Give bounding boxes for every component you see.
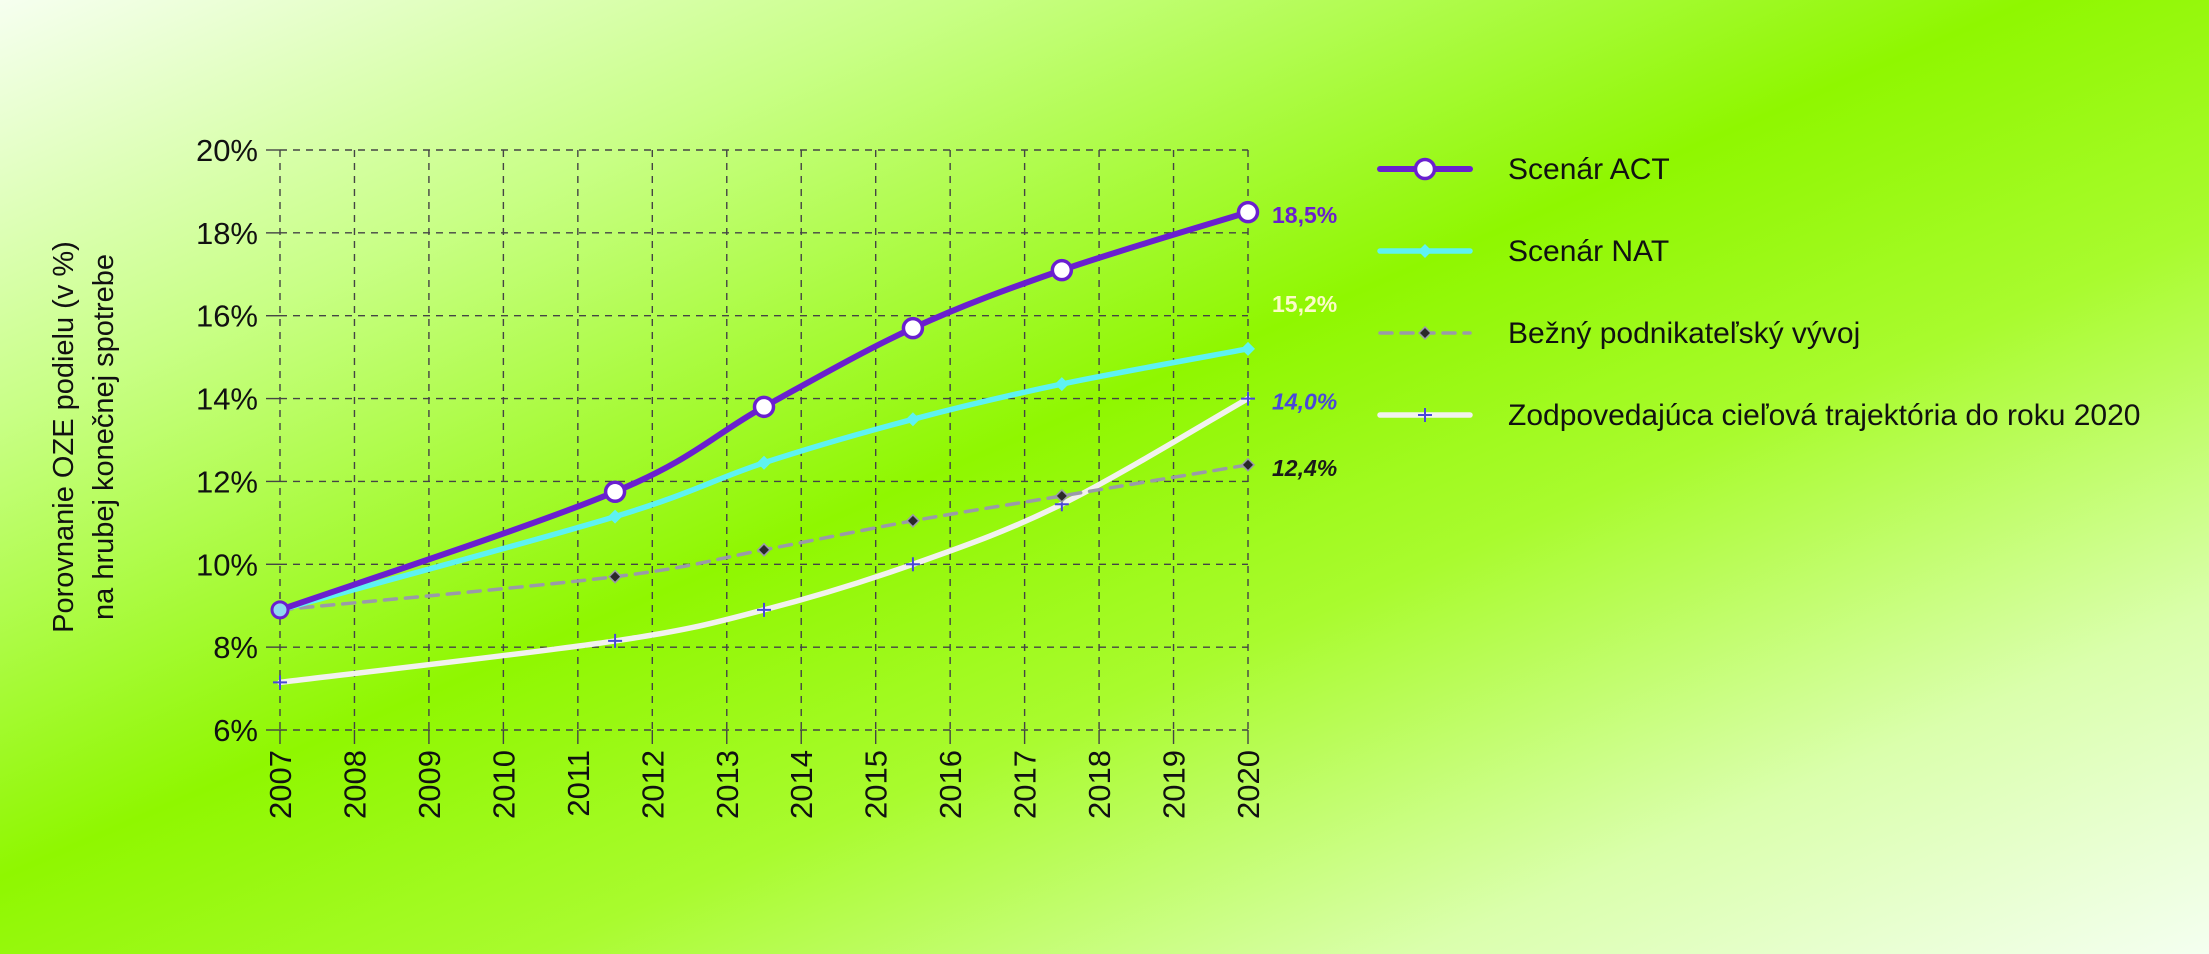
x-tick-label: 2008 (337, 750, 372, 819)
y-tick-label: 10% (196, 547, 258, 582)
x-tick-label: 2009 (412, 750, 447, 819)
series-0 (270, 200, 1260, 620)
series-point (1236, 200, 1260, 224)
axes: 6% 8% 10% 12% 14% 16% 18% 20% 2007 2008 2009 2010 20… (196, 133, 1266, 819)
y-tick-label: 20% (196, 133, 258, 168)
end-labels: 18,5% 15,2% 12,4% 14,0% (1272, 202, 1337, 481)
legend-marker (1418, 244, 1432, 258)
legend-item: Scenár ACT (1377, 153, 1670, 186)
series-point (757, 455, 771, 470)
series-point (603, 480, 627, 504)
x-tick-label: 2014 (784, 750, 819, 819)
series-point (273, 675, 287, 690)
series-line (277, 346, 1251, 613)
y-tick-label: 8% (213, 630, 258, 665)
x-tick-label: 2015 (859, 750, 894, 819)
legend-marker (1417, 325, 1433, 341)
x-tick-label: 2020 (1231, 750, 1266, 819)
series-point (1240, 457, 1256, 472)
series-point (905, 412, 920, 427)
x-tick-label: 2010 (486, 750, 521, 819)
series-point (756, 542, 772, 557)
legend-label: Scenár ACT (1508, 153, 1670, 186)
series-point (1241, 341, 1255, 356)
legend-label: Zodpovedajúca cieľová trajektória do rok… (1508, 399, 2140, 432)
series-point (752, 395, 776, 419)
x-tick-label: 2017 (1008, 750, 1043, 819)
x-tick-label: 2013 (710, 750, 745, 819)
series-line (278, 463, 1250, 612)
y-tick-label: 6% (213, 713, 258, 748)
series-point (608, 569, 623, 584)
series-point (1050, 258, 1074, 282)
series-point (757, 602, 771, 617)
legend-label: Bežný podnikateľský vývoj (1508, 317, 1860, 350)
series-point (270, 600, 290, 620)
series-point (1241, 391, 1255, 406)
legend: Scenár ACT Scenár NAT Bežný podnikateľský … (1377, 153, 2140, 432)
series-point (1054, 488, 1069, 503)
x-tick-label: 2019 (1157, 750, 1192, 819)
legend-label: Scenár NAT (1508, 235, 1669, 268)
y-tick-label: 18% (196, 216, 258, 251)
series-point (905, 557, 920, 572)
y-tick-label: 16% (196, 299, 258, 334)
series-point (608, 509, 623, 524)
y-axis-title-line: na hrubej konečnej spotrebe (88, 254, 120, 620)
end-label: 14,0% (1272, 389, 1337, 415)
series-group (270, 200, 1260, 690)
series-point (905, 513, 920, 528)
series-line (277, 209, 1251, 613)
end-label: 15,2% (1272, 291, 1337, 317)
x-tick-label: 2012 (635, 750, 670, 819)
legend-item: Scenár NAT (1377, 235, 1669, 268)
x-tick-label: 2016 (933, 750, 968, 819)
legend-marker (1413, 157, 1437, 181)
legend-item: Bežný podnikateľský vývoj (1378, 317, 1860, 350)
y-tick-label: 12% (196, 464, 258, 499)
y-axis-title-line: Porovnanie OZE podielu (v %) (48, 241, 80, 633)
y-axis-title: Porovnanie OZE podielu (v %) na hrubej ko… (48, 241, 120, 633)
end-label: 18,5% (1272, 202, 1337, 228)
x-tick-label: 2011 (561, 750, 596, 817)
series-point (901, 316, 925, 340)
series-point (608, 633, 623, 648)
y-tick-label: 14% (196, 382, 258, 417)
x-tick-label: 2007 (263, 750, 298, 819)
legend-marker (1418, 408, 1432, 422)
series-point (1054, 377, 1069, 392)
legend-item: Zodpovedajúca cieľová trajektória do rok… (1377, 399, 2140, 432)
end-label: 12,4% (1272, 455, 1337, 481)
x-tick-label: 2018 (1082, 750, 1117, 819)
